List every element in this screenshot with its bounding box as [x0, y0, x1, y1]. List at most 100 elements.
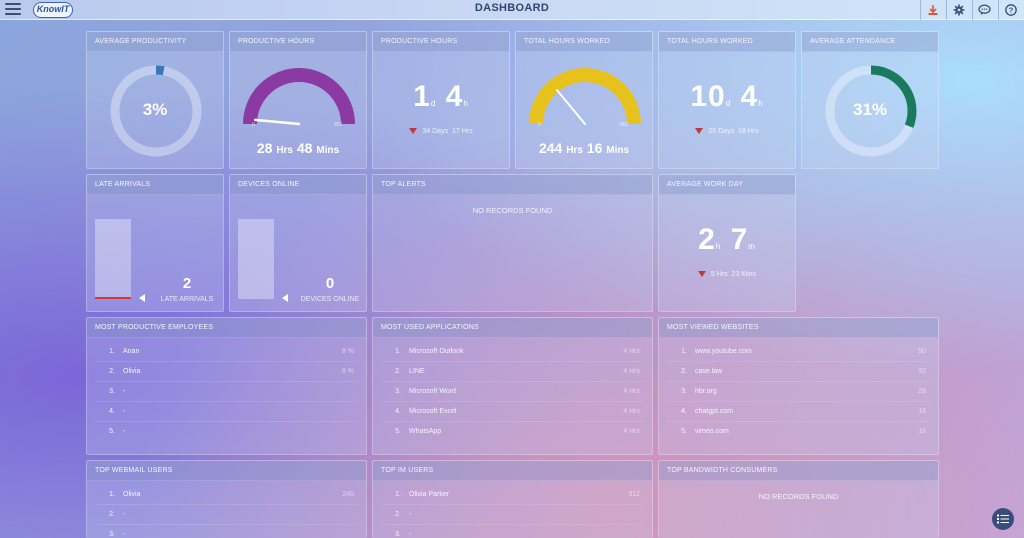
mins-value: 16: [586, 140, 603, 156]
list-item[interactable]: 3. hbr.org 28: [659, 382, 938, 402]
list-item[interactable]: 1. Microsoft Outlook 4 Hrs: [373, 342, 652, 362]
rank: 1.: [109, 348, 115, 355]
list-icon: [997, 514, 1009, 524]
user-name: -: [123, 531, 126, 538]
list-item[interactable]: 4. chatgpt.com 16: [659, 402, 938, 422]
row-value: 4 Hrs: [623, 428, 640, 435]
site-name: vimeo.com: [695, 428, 729, 435]
rank: 1.: [109, 491, 115, 498]
h-unit: h: [463, 99, 469, 108]
list-item[interactable]: 3. -: [87, 525, 366, 538]
knowit-logo: KnowIT: [33, 2, 73, 18]
top-bar: KnowIT DASHBOARD ?: [0, 0, 1024, 20]
list-item[interactable]: 5. -: [87, 422, 366, 442]
app-name: Microsoft Excel: [409, 408, 457, 415]
list-item[interactable]: 5. vimeo.com 16: [659, 422, 938, 442]
total-hours-gauge: 0 862: [529, 68, 641, 128]
hours-value: 2: [698, 223, 716, 256]
rank: 1.: [395, 491, 401, 498]
list-view-button[interactable]: [992, 508, 1014, 530]
card-title: TOP BANDWIDTH CONSUMERS: [659, 461, 938, 481]
list-item[interactable]: 1. Olivia Parker 312: [373, 485, 652, 505]
list-item[interactable]: 2. -: [87, 505, 366, 525]
productivity-ring: [110, 65, 202, 157]
productive-hours-gauge-card: PRODUCTIVE HOURS 0 862 28 Hrs 48 Mins: [229, 31, 367, 169]
card-title: MOST USED APPLICATIONS: [373, 318, 652, 338]
trend-hours: 17 Hrs: [451, 128, 473, 135]
down-arrow-icon: [409, 128, 418, 135]
rank: 5.: [109, 428, 115, 435]
rank: 2.: [681, 368, 687, 375]
list-item[interactable]: 2. Olivia 8 %: [87, 362, 366, 382]
devices-online-label: DEVICES ONLINE: [300, 296, 360, 303]
hrs-label: Hrs: [276, 145, 293, 156]
user-name: -: [409, 511, 412, 518]
productive-hours-value: 1d 4h: [373, 80, 509, 114]
list-item[interactable]: 4. -: [87, 402, 366, 422]
user-name: -: [123, 511, 126, 518]
app-name: LINE: [409, 368, 425, 375]
days-value: 10: [690, 80, 726, 113]
list-item[interactable]: 2. LINE 4 Hrs: [373, 362, 652, 382]
productive-hours-card: PRODUCTIVE HOURS 1d 4h 34 Days 17 Hrs: [372, 31, 510, 169]
settings-button[interactable]: [946, 0, 970, 20]
productive-hours-gauge: 0 862: [243, 68, 355, 128]
no-records-text: NO RECORDS FOUND: [472, 206, 553, 215]
hours-value: 28: [256, 140, 273, 156]
list-item[interactable]: 3. -: [373, 525, 652, 538]
rank: 2.: [395, 511, 401, 518]
avg-work-day-value: 2h 7m: [659, 223, 795, 257]
list-item[interactable]: 2. case.law 32: [659, 362, 938, 382]
top-im-card: TOP IM USERS 1. Olivia Parker 312 2. - 3. -: [372, 460, 653, 538]
d-unit: d: [430, 99, 437, 108]
card-title: DEVICES ONLINE: [230, 175, 366, 195]
rank: 1.: [395, 348, 401, 355]
rank: 3.: [109, 388, 115, 395]
app-name: Microsoft Word: [409, 388, 456, 395]
hours-value: 4: [445, 80, 464, 113]
list-item[interactable]: 1. www.youtube.com 50: [659, 342, 938, 362]
hamburger-icon[interactable]: [5, 3, 21, 17]
row-value: 32: [918, 368, 926, 375]
late-arrivals-value: 2: [182, 275, 192, 292]
row-value: 4 Hrs: [623, 348, 640, 355]
help-button[interactable]: ?: [998, 0, 1022, 20]
list-item[interactable]: 3. -: [87, 382, 366, 402]
list-item[interactable]: 4. Microsoft Excel 4 Hrs: [373, 402, 652, 422]
list-item[interactable]: 3. Microsoft Word 4 Hrs: [373, 382, 652, 402]
list-item[interactable]: 5. WhatsApp 4 Hrs: [373, 422, 652, 442]
card-title: TOP IM USERS: [373, 461, 652, 481]
row-value: 4 Hrs: [623, 408, 640, 415]
productivity-value: 3%: [142, 100, 168, 119]
row-value: 16: [918, 428, 926, 435]
devices-online-bar: [238, 219, 274, 299]
user-name: Olivia: [123, 491, 141, 498]
late-arrivals-bar-fill: [95, 297, 131, 299]
trend-hours: 18 Hrs: [737, 128, 759, 135]
card-title: PRODUCTIVE HOURS: [230, 32, 366, 52]
row-value: 8 %: [341, 348, 354, 355]
productive-hours-caption: 28 Hrs 48 Mins: [230, 140, 366, 156]
h-unit: h: [715, 242, 722, 251]
rank: 2.: [109, 511, 115, 518]
attendance-ring: [825, 65, 917, 157]
late-arrivals-bar: [95, 219, 131, 299]
row-value: 8 %: [341, 368, 354, 375]
chat-button[interactable]: [972, 0, 996, 20]
row-value: 50: [918, 348, 926, 355]
total-hours-card: TOTAL HOURS WORKED 10d 4h 25 Days 18 Hrs: [658, 31, 796, 169]
late-arrivals-card: LATE ARRIVALS 2 LATE ARRIVALS: [86, 174, 224, 312]
mins-value: 7: [730, 223, 749, 256]
app-name: Microsoft Outlook: [409, 348, 464, 355]
site-name: case.law: [695, 368, 723, 375]
list-item[interactable]: 1. Olivia 240: [87, 485, 366, 505]
trend-row: 25 Days 18 Hrs: [659, 128, 795, 135]
list-item[interactable]: 1. Anan 8 %: [87, 342, 366, 362]
list-item[interactable]: 2. -: [373, 505, 652, 525]
card-title: PRODUCTIVE HOURS: [373, 32, 509, 52]
attendance-value: 31%: [852, 100, 888, 119]
help-icon: ?: [1004, 4, 1017, 16]
download-button[interactable]: [920, 0, 944, 20]
site-name: www.youtube.com: [695, 348, 752, 355]
trend-days: 25 Days: [708, 128, 735, 135]
